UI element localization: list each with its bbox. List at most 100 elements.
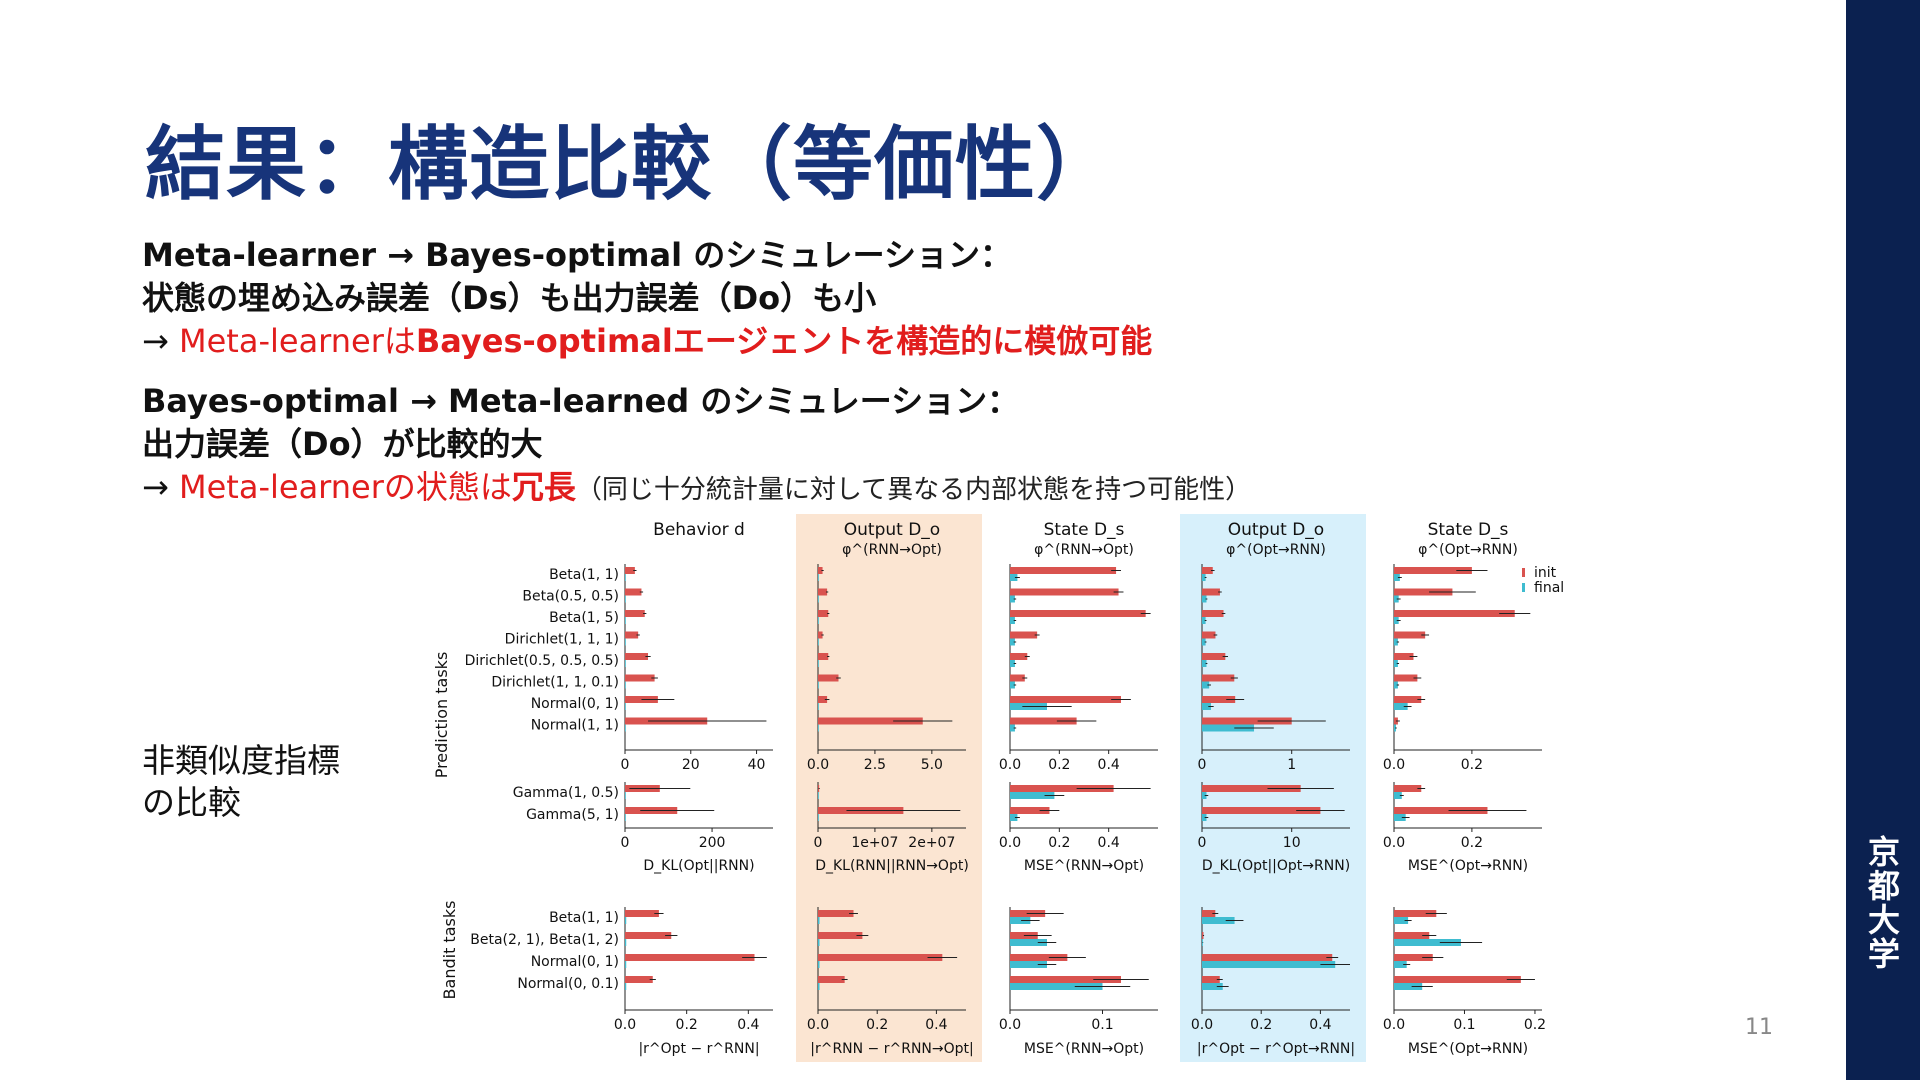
highlight-text-bold: 冗長 (511, 468, 576, 506)
tick-label: 0.0 (1191, 1017, 1213, 1033)
bar-init (1010, 674, 1025, 682)
bar-final (1010, 961, 1047, 968)
logo-char: 大 (1867, 901, 1900, 939)
bar-final (625, 595, 626, 603)
group-label-prediction: Prediction tasks (432, 652, 451, 779)
bar-init (1010, 807, 1050, 814)
arrow: → (142, 322, 179, 360)
bar-init (1394, 807, 1488, 814)
bar-final (625, 703, 626, 710)
tick-label: 0.2 (1524, 1017, 1546, 1033)
bar-final (1010, 724, 1015, 732)
row-label: Beta(2, 1), Beta(1, 2) (470, 932, 619, 948)
x-axis-label: D_KL(Opt||Opt→RNN) (1202, 858, 1350, 874)
tick-label: 0.2 (676, 1017, 698, 1033)
bar-init (818, 610, 829, 617)
bar-final (818, 703, 819, 710)
bar-init (625, 631, 639, 639)
bar-init (1202, 976, 1220, 983)
tick-label: 0.0 (807, 757, 829, 773)
bar-final (818, 660, 819, 667)
bar-final (625, 724, 626, 732)
bar-final (1394, 792, 1402, 799)
bar-init (1202, 932, 1204, 939)
bar-final (818, 983, 820, 990)
bar-final (1394, 703, 1408, 710)
tick-label: 0.4 (1098, 757, 1120, 773)
bar-final (1010, 617, 1015, 624)
tick-label: 0.2 (1461, 757, 1483, 773)
bar-init (1010, 653, 1028, 660)
column-subheader: φ^(Opt→RNN) (1418, 542, 1518, 558)
tick-label: 0.2 (1048, 835, 1070, 851)
row-label: Dirichlet(1, 1, 0.1) (491, 675, 619, 691)
bar-final (1394, 574, 1400, 581)
bar-final (1010, 681, 1015, 689)
bar-final (1010, 917, 1031, 924)
bar-init (1202, 631, 1216, 639)
bar-init (818, 932, 863, 939)
bar-final (1202, 574, 1206, 581)
column-header: Output D_o (1228, 520, 1324, 540)
tick-label: 20 (682, 757, 700, 773)
row-label: Normal(1, 1) (531, 718, 619, 734)
bar-init (625, 588, 642, 596)
tick-label: 0.0 (614, 1017, 636, 1033)
tick-label: 10 (1283, 835, 1301, 851)
x-axis-label: MSE^(RNN→Opt) (1024, 1041, 1144, 1057)
tick-label: 0 (621, 835, 630, 851)
slide-title: 結果：構造比較（等価性） (145, 118, 1117, 211)
bar-final (1010, 660, 1015, 667)
tick-label: 1e+07 (851, 835, 898, 851)
bar-final (625, 917, 627, 924)
bar-final (1010, 792, 1055, 799)
row-label: Normal(0, 1) (531, 696, 619, 712)
highlight-text-bold: Bayes-optimalエージェントを構造的に模倣可能 (415, 322, 1153, 360)
tick-label: 5.0 (921, 757, 943, 773)
bar-final (818, 574, 819, 581)
tick-label: 0.0 (807, 1017, 829, 1033)
row-label: Beta(1, 5) (549, 610, 619, 626)
bar-init (1394, 674, 1418, 682)
side-label-line: 非類似度指標 (142, 741, 340, 780)
bar-init (1394, 954, 1433, 961)
bar-init (818, 954, 943, 961)
bar-final (625, 814, 626, 821)
legend-label: final (1534, 580, 1564, 596)
bar-final (625, 939, 627, 946)
bar-final (1394, 961, 1407, 968)
bar-final (625, 681, 626, 689)
text-line-6: → Meta-learnerの状態は冗長（同じ十分統計量に対して異なる内部状態を… (142, 462, 1251, 508)
bar-final (1010, 638, 1015, 646)
bar-final (1202, 939, 1203, 946)
bar-init (1010, 610, 1146, 617)
row-label: Beta(0.5, 0.5) (522, 589, 619, 605)
bar-init (1394, 653, 1414, 660)
x-axis-label: D_KL(Opt||RNN) (643, 858, 754, 874)
bar-init (1394, 696, 1422, 703)
tick-label: 200 (699, 835, 726, 851)
bar-init (1010, 785, 1114, 792)
bar-init (1010, 717, 1077, 725)
bar-init (625, 954, 755, 961)
legend-swatch (1522, 583, 1525, 592)
text-line-1: Meta-learner → Bayes-optimal のシミュレーション： (142, 236, 1012, 274)
bar-init (1202, 717, 1292, 725)
tick-label: 0.2 (1461, 835, 1483, 851)
bar-init (625, 653, 649, 660)
bar-init (1202, 674, 1235, 682)
bar-final (625, 961, 627, 968)
bar-init (1202, 653, 1226, 660)
bar-final (625, 574, 626, 581)
bar-init (1202, 567, 1213, 574)
bar-init (1394, 631, 1426, 639)
bar-final (1010, 983, 1103, 990)
group-label-bandit: Bandit tasks (440, 901, 459, 1000)
bar-init (1394, 976, 1521, 983)
bar-init (625, 910, 659, 917)
tick-label: 2e+07 (908, 835, 955, 851)
bar-final (1202, 724, 1255, 732)
tick-label: 0.0 (999, 757, 1021, 773)
bar-final (1202, 792, 1207, 799)
bar-init (1010, 696, 1121, 703)
